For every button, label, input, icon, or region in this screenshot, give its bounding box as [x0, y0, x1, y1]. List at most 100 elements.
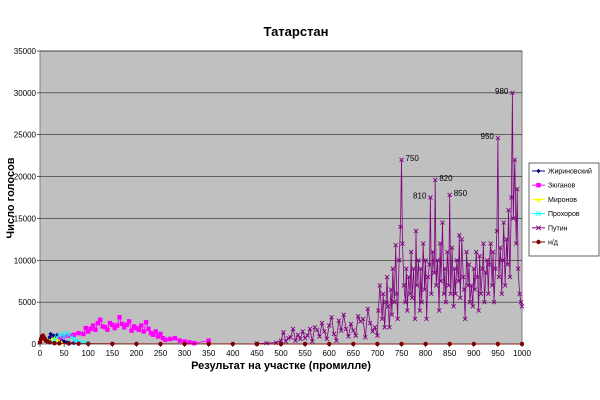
x-tick-label: 200 — [130, 349, 144, 358]
data-point — [480, 266, 485, 271]
x-axis-ticks: 0 50 100 150 200 250 300 350 400 450 500 550 600 650 7… — [38, 344, 531, 358]
data-point — [377, 283, 383, 288]
data-point — [124, 322, 129, 327]
point-annotation: 980 — [495, 87, 509, 96]
data-point — [288, 334, 293, 340]
data-point — [511, 216, 516, 221]
data-point — [444, 249, 450, 255]
data-point — [314, 327, 320, 333]
legend-marker — [535, 211, 542, 217]
data-point — [401, 283, 407, 288]
data-point — [438, 278, 444, 284]
data-point — [375, 333, 380, 338]
data-point — [441, 291, 447, 297]
data-point — [517, 291, 522, 297]
data-point — [163, 337, 168, 343]
data-point — [414, 283, 420, 288]
data-point — [139, 323, 144, 328]
data-point — [449, 245, 455, 251]
data-point — [88, 326, 93, 332]
data-point — [518, 299, 524, 305]
data-point — [430, 249, 436, 255]
data-point — [131, 324, 137, 329]
x-tick-label: 50 — [60, 349, 69, 358]
data-point — [336, 318, 342, 323]
data-point — [506, 207, 511, 213]
data-point — [407, 291, 413, 297]
data-point — [110, 341, 115, 347]
data-point — [476, 308, 481, 313]
data-point — [416, 257, 421, 263]
data-point — [375, 341, 380, 347]
gridlines — [40, 50, 522, 303]
data-point — [461, 287, 467, 292]
y-tick-label: 35000 — [14, 47, 37, 56]
y-axis-label: Число голосов — [5, 157, 17, 238]
data-point — [435, 257, 440, 263]
legend-marker — [535, 225, 542, 231]
data-point — [37, 340, 43, 345]
data-point — [52, 340, 57, 346]
data-point — [353, 333, 359, 338]
data-point — [495, 135, 501, 141]
data-point — [443, 299, 449, 305]
data-point — [459, 237, 465, 242]
legend-marker — [536, 168, 541, 174]
data-point — [71, 340, 76, 346]
data-point — [404, 266, 409, 271]
data-point — [471, 341, 476, 347]
data-point — [420, 241, 426, 246]
data-point — [264, 340, 269, 346]
data-point — [490, 249, 496, 255]
data-point — [505, 262, 510, 267]
data-point — [442, 266, 448, 271]
data-point — [485, 291, 491, 297]
data-point — [76, 341, 81, 346]
x-tick-label: 500 — [274, 349, 288, 358]
data-point — [418, 266, 424, 271]
x-tick-label: 150 — [106, 349, 120, 358]
data-point — [437, 241, 443, 246]
data-point — [119, 321, 125, 327]
legend: Жириновский Зюганов Миронов Прохоров Путин н/… — [528, 162, 600, 257]
data-point — [451, 304, 456, 309]
data-point — [230, 341, 235, 347]
data-point — [83, 325, 88, 331]
data-point — [107, 320, 113, 326]
x-tick-label: 350 — [202, 349, 216, 358]
legend-item: Путин — [532, 225, 568, 232]
data-point — [177, 338, 182, 343]
data-point — [422, 287, 427, 292]
data-point — [319, 320, 325, 326]
data-point — [484, 257, 490, 263]
data-point — [472, 287, 478, 292]
data-point — [86, 341, 91, 346]
data-point — [129, 328, 134, 333]
data-point — [93, 327, 98, 332]
x-tick-label: 100 — [82, 349, 96, 358]
data-point — [334, 338, 339, 343]
point-annotation: 850 — [454, 189, 468, 198]
data-point — [495, 341, 501, 347]
x-tick-label: 400 — [226, 349, 240, 358]
data-point — [456, 278, 461, 284]
data-point — [411, 266, 416, 271]
data-point — [112, 325, 117, 331]
data-point — [429, 291, 434, 297]
data-point — [409, 295, 415, 301]
data-point — [307, 326, 313, 332]
series — [254, 90, 525, 346]
data-point — [423, 257, 428, 263]
data-point — [110, 322, 115, 327]
data-point — [338, 328, 344, 333]
data-point — [206, 338, 211, 343]
data-point — [126, 319, 132, 324]
data-point — [305, 333, 310, 338]
data-point — [122, 325, 127, 330]
series — [57, 315, 211, 346]
data-point — [114, 323, 120, 328]
data-point — [417, 308, 423, 313]
data-point — [390, 266, 396, 271]
x-tick-label: 450 — [250, 349, 264, 358]
data-point — [440, 220, 445, 225]
